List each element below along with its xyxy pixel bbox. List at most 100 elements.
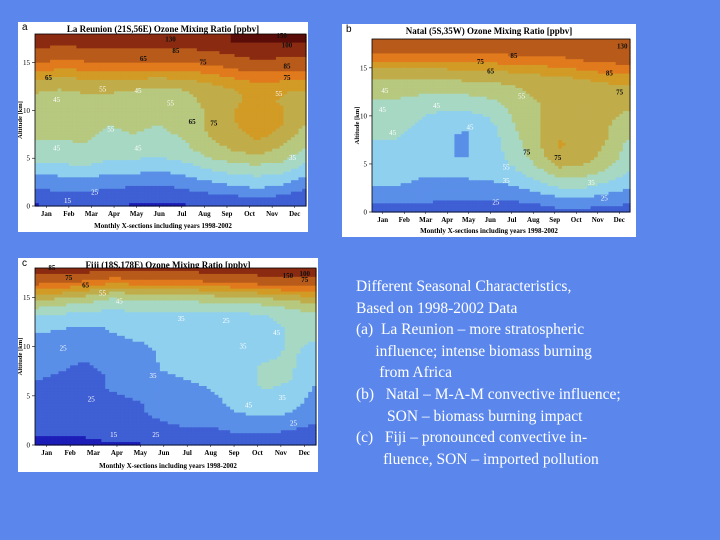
heatmap-cell [35,122,40,127]
heatmap-cell [65,45,70,49]
heatmap-cell [80,174,85,178]
heatmap-cell [136,42,141,47]
heatmap-cell [483,62,488,66]
heatmap-cell [302,111,307,115]
heatmap-cell [65,48,70,52]
heatmap-cell [283,105,288,110]
heatmap-cell [38,157,44,161]
heatmap-cell [558,59,563,63]
heatmap-cell [151,165,157,170]
heatmap-cell [61,131,66,135]
heatmap-cell [125,71,130,75]
heatmap-cell [185,34,190,38]
heatmap-cell [42,131,47,135]
heatmap-cell [230,56,236,61]
heatmap-cell [238,97,243,101]
heatmap-cell [121,45,126,49]
heatmap-cell [114,88,119,92]
heatmap-cell [178,174,183,178]
heatmap-cell [302,39,307,44]
heatmap-cell [121,85,126,90]
heatmap-cell [80,108,85,112]
heatmap-cell [83,82,89,87]
heatmap-cell [91,68,96,72]
heatmap-cell [382,44,387,49]
heatmap-cell [72,97,77,101]
heatmap-cell [38,62,44,67]
heatmap-cell [223,194,228,198]
heatmap-cell [253,157,258,161]
heatmap-cell [80,151,85,155]
heatmap-cell [279,200,285,204]
heatmap-cell [272,140,277,144]
heatmap-cell [159,185,164,190]
heatmap-cell [132,174,138,178]
heatmap-cell [144,114,149,118]
heatmap-cell [181,177,187,181]
heatmap-cell [245,177,251,181]
heatmap-cell [72,39,77,44]
heatmap-cell [294,180,300,184]
heatmap-cell [68,180,74,184]
heatmap-cell [215,154,221,158]
heatmap-cell [294,91,300,95]
heatmap-cell [272,145,277,150]
heatmap-cell [223,77,228,81]
heatmap-cell [554,47,559,52]
heatmap-cell [298,62,303,67]
heatmap-cell [211,79,217,84]
heatmap-cell [196,134,202,138]
heatmap-cell [204,91,209,95]
heatmap-cell [57,197,62,201]
heatmap-cell [50,39,55,44]
heatmap-cell [151,163,157,167]
heatmap-cell [226,99,232,104]
heatmap-cell [294,168,300,173]
heatmap-cell [65,183,70,187]
heatmap-cell [294,151,300,155]
heatmap-cell [215,142,221,147]
heatmap-cell [200,117,205,121]
heatmap-cell [234,54,239,58]
heatmap-cell [162,94,168,98]
heatmap-cell [230,128,236,133]
heatmap-cell [95,42,100,47]
heatmap-cell [117,160,123,164]
heatmap-cell [121,154,126,158]
heatmap-cell [215,131,221,135]
heatmap-cell [257,163,262,167]
heatmap-cell [155,59,160,64]
heatmap-cell [181,154,187,158]
heatmap-cell [50,125,55,130]
heatmap-cell [159,51,164,55]
heatmap-cell [42,134,47,138]
heatmap-cell [72,125,77,130]
heatmap-cell [170,94,175,98]
heatmap-cell [61,42,66,47]
heatmap-cell [98,105,104,110]
heatmap-cell [147,151,153,155]
heatmap-cell [211,154,217,158]
heatmap-cell [174,194,179,198]
heatmap-cell [193,125,198,130]
heatmap-cell [114,200,119,204]
heatmap-cell [50,82,55,87]
heatmap-cell [279,131,285,135]
heatmap-cell [46,68,51,72]
heatmap-cell [178,177,183,181]
heatmap-cell [185,183,190,187]
heatmap-cell [65,88,70,92]
heatmap-cell [174,165,179,170]
heatmap-cell [223,36,228,41]
heatmap-cell [178,134,183,138]
heatmap-cell [53,111,59,115]
heatmap-cell [196,99,202,104]
heatmap-cell [125,145,130,150]
heatmap-cell [415,50,420,55]
heatmap-cell [508,41,513,46]
heatmap-cell [554,50,559,55]
heatmap-cell [400,50,405,55]
contour-label: 100 [282,41,293,49]
heatmap-cell [522,47,527,52]
heatmap-cell [302,105,307,110]
